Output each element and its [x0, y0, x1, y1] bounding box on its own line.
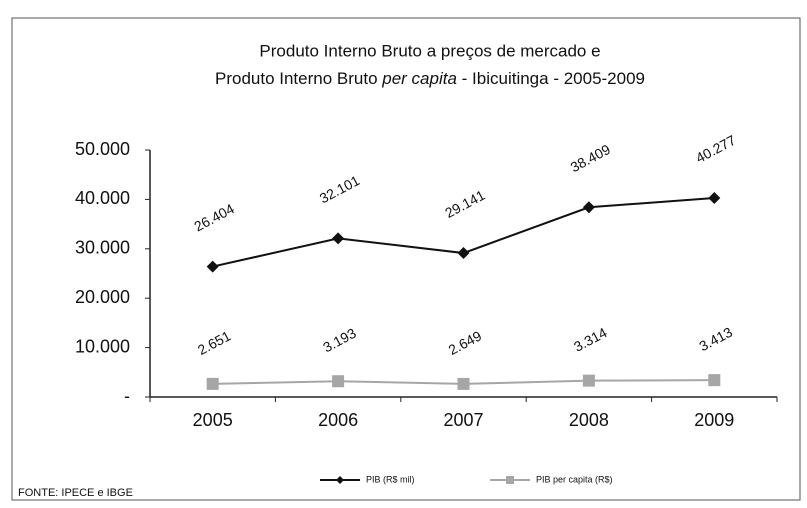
chart-frame [11, 17, 801, 501]
source-note: FONTE: IPECE e IBGE [18, 487, 133, 499]
x-tick-label: 2008 [569, 410, 609, 430]
x-tick-label: 2006 [318, 410, 358, 430]
point-marker [582, 374, 595, 387]
y-tick-label: 40.000 [75, 188, 130, 208]
point-marker [332, 375, 345, 388]
y-tick-label: 30.000 [75, 238, 130, 258]
title-part: Produto Interno Bruto [215, 69, 382, 88]
y-tick-label: 20.000 [75, 287, 130, 307]
chart-title: Produto Interno Bruto per capita - Ibicu… [215, 69, 645, 88]
x-tick-label: 2009 [694, 410, 734, 430]
legend-marker [336, 476, 344, 484]
point-marker [582, 201, 595, 214]
point-marker [457, 377, 470, 390]
point-marker [708, 374, 721, 387]
point-marker [457, 247, 470, 260]
y-tick-label: - [124, 386, 130, 406]
x-tick-label: 2007 [443, 410, 483, 430]
x-tick-label: 2005 [193, 410, 233, 430]
point-marker [332, 232, 345, 245]
chart-title: Produto Interno Bruto a preços de mercad… [259, 41, 600, 60]
title-part: - Ibicuitinga - 2005-2009 [457, 69, 645, 88]
point-marker [206, 377, 219, 390]
legend-marker [506, 476, 514, 484]
legend-label: PIB per capita (R$) [536, 474, 613, 484]
point-marker [708, 192, 721, 205]
y-tick-label: 10.000 [75, 336, 130, 356]
title-part: per capita [381, 69, 457, 88]
legend-label: PIB (R$ mil) [366, 474, 415, 484]
y-tick-label: 50.000 [75, 139, 130, 159]
point-marker [206, 260, 219, 273]
